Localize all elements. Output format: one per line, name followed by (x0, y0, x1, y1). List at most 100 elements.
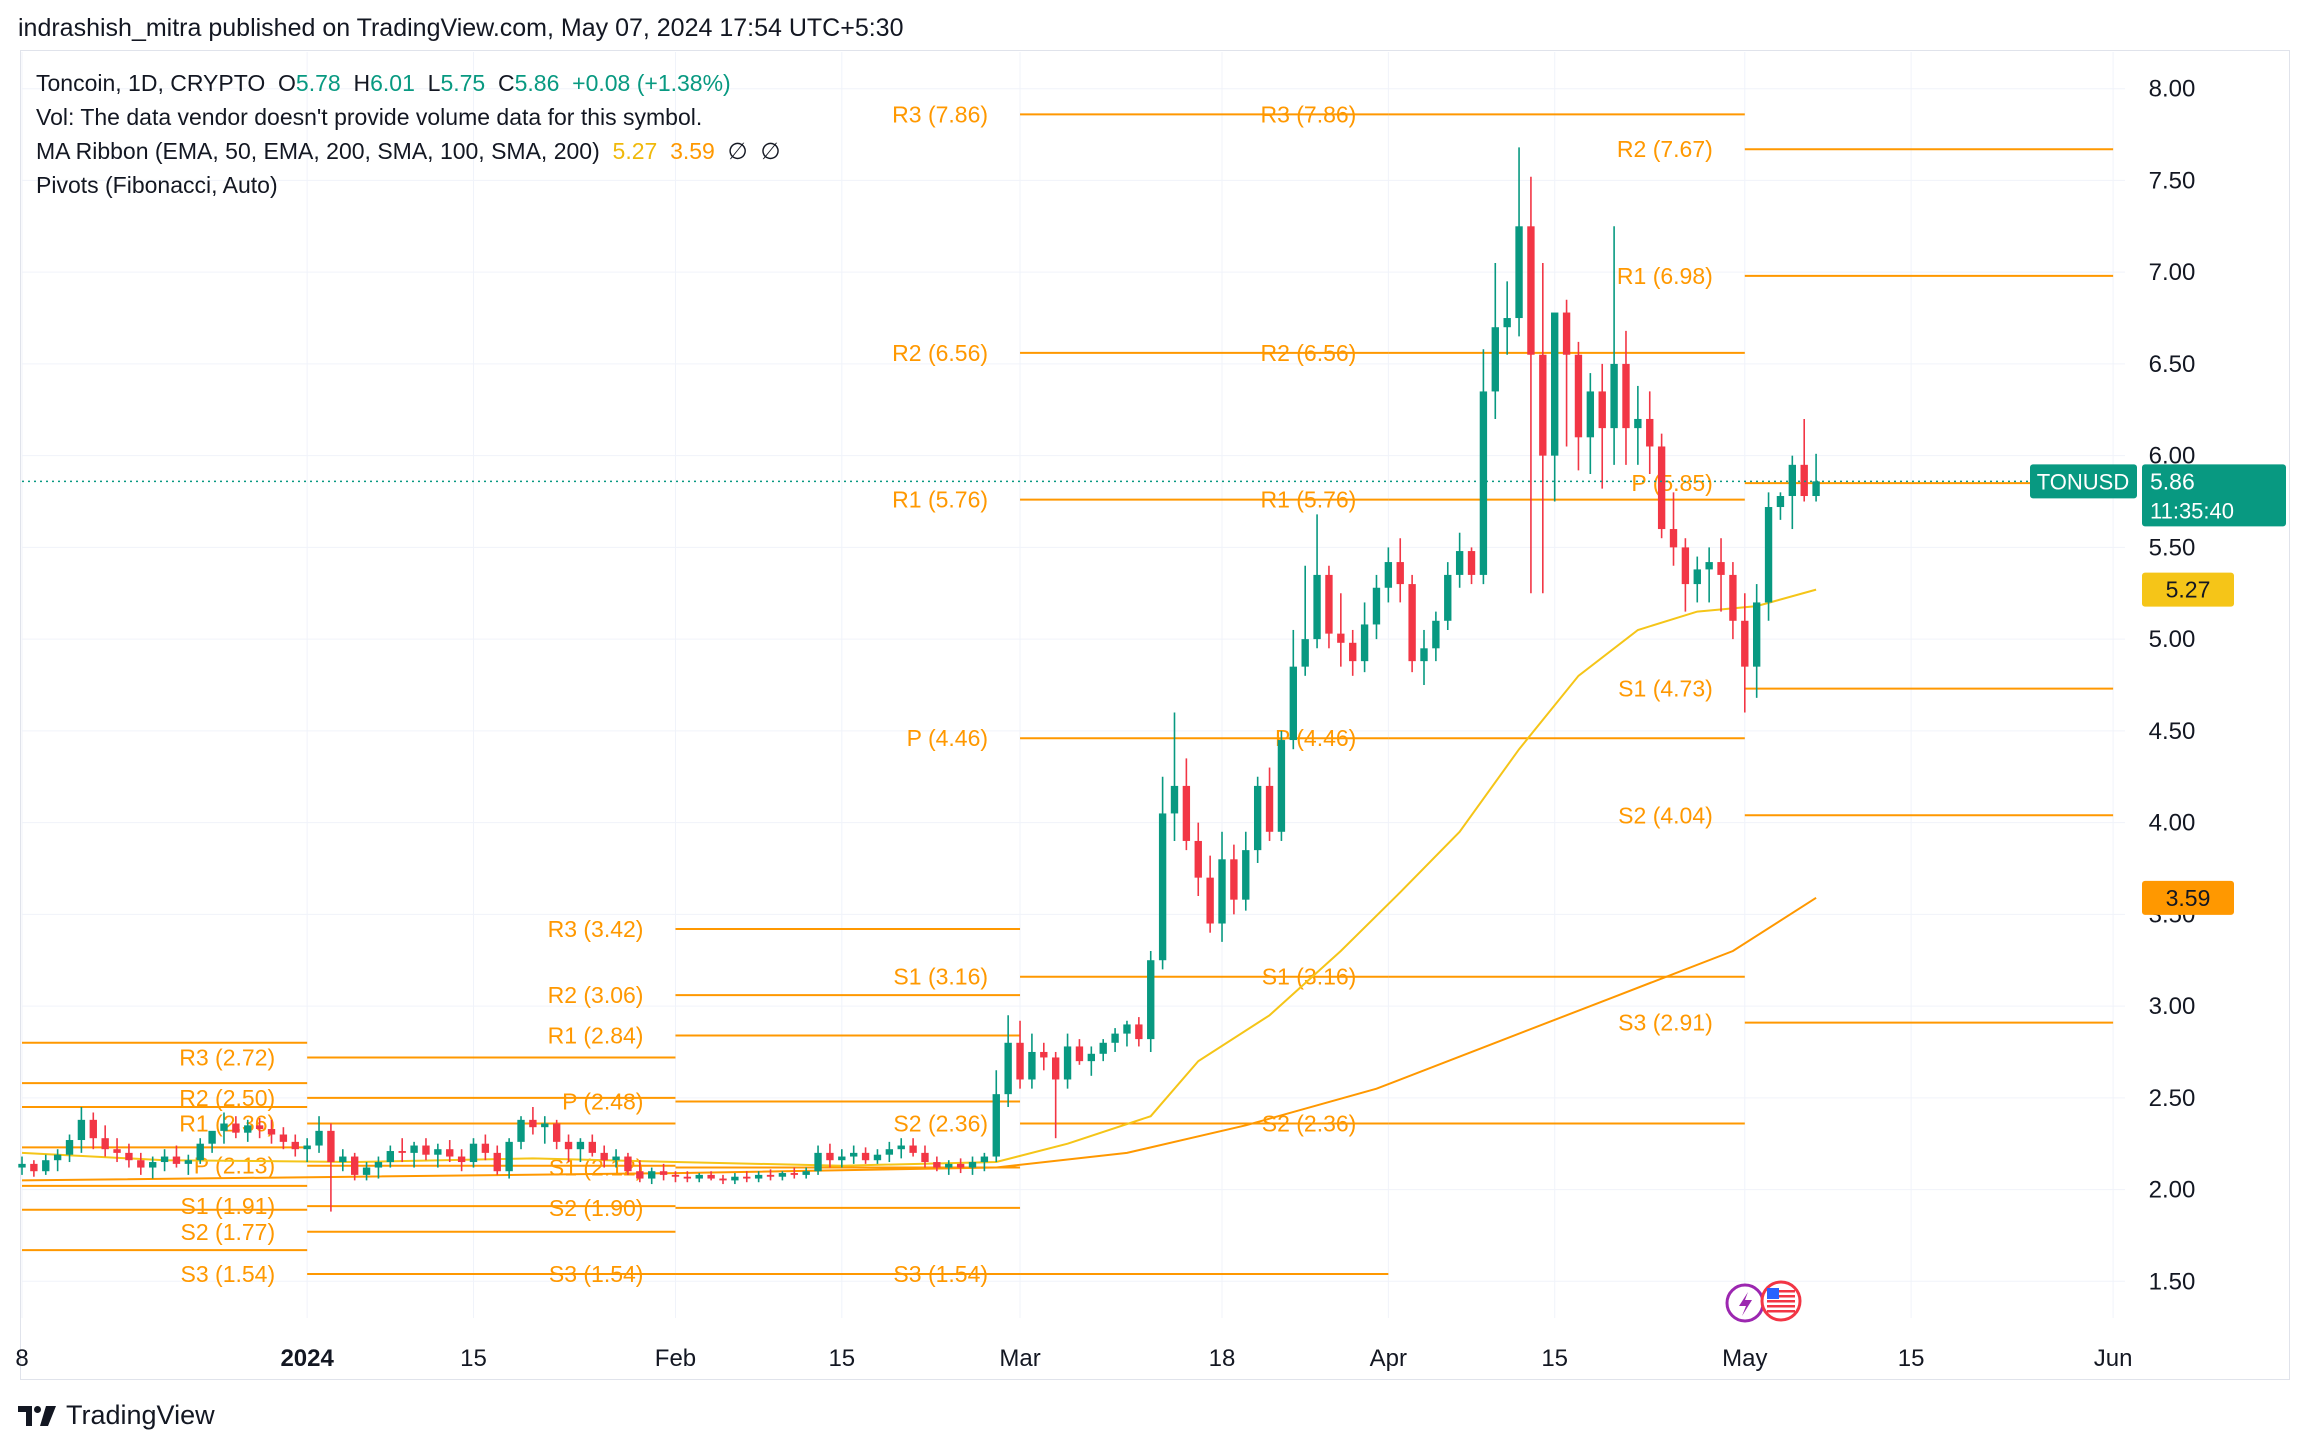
candle-body[interactable] (1206, 877, 1214, 924)
candle-body[interactable] (434, 1149, 442, 1155)
candle-body[interactable] (422, 1145, 430, 1155)
candle-body[interactable] (1242, 850, 1250, 900)
candle-body[interactable] (683, 1176, 692, 1179)
candle-body[interactable] (1372, 587, 1381, 625)
candle-body[interactable] (149, 1162, 157, 1168)
candle-body[interactable] (208, 1130, 216, 1144)
candle-body[interactable] (446, 1149, 454, 1157)
candle-body[interactable] (1729, 574, 1737, 621)
candle-body[interactable] (1230, 859, 1238, 900)
candle-body[interactable] (754, 1174, 763, 1179)
candle-body[interactable] (1812, 481, 1820, 497)
candle-body[interactable] (541, 1123, 549, 1128)
candle-body[interactable] (1218, 859, 1226, 924)
candle-body[interactable] (909, 1145, 917, 1153)
candle-body[interactable] (1432, 620, 1440, 649)
candle-body[interactable] (1657, 446, 1666, 530)
candle-body[interactable] (743, 1176, 751, 1179)
candle-body[interactable] (576, 1141, 585, 1150)
candle-body[interactable] (30, 1163, 38, 1172)
candle-body[interactable] (1669, 529, 1678, 548)
candle-body[interactable] (1622, 363, 1630, 429)
candle-body[interactable] (945, 1163, 953, 1168)
candle-body[interactable] (1503, 318, 1511, 328)
candle-body[interactable] (838, 1156, 846, 1161)
candle-body[interactable] (933, 1162, 941, 1168)
candle-body[interactable] (1337, 633, 1345, 643)
candle-body[interactable] (303, 1145, 311, 1150)
candle-body[interactable] (1598, 391, 1606, 429)
legend-pivots-row[interactable]: Pivots (Fibonacci, Auto) (36, 168, 278, 202)
candle-body[interactable] (1479, 391, 1488, 575)
candle-body[interactable] (517, 1119, 525, 1142)
candle-body[interactable] (1741, 620, 1749, 667)
candle-body[interactable] (1349, 642, 1357, 662)
candle-body[interactable] (1135, 1024, 1143, 1040)
candle-body[interactable] (1265, 785, 1274, 832)
candle-body[interactable] (564, 1141, 573, 1150)
candle-body[interactable] (1099, 1042, 1107, 1054)
candle-body[interactable] (1467, 551, 1476, 575)
candle-body[interactable] (790, 1173, 798, 1175)
candle-body[interactable] (493, 1152, 501, 1172)
candle-body[interactable] (1040, 1051, 1048, 1058)
candle-body[interactable] (398, 1151, 406, 1153)
candle-body[interactable] (1004, 1042, 1012, 1095)
candle-body[interactable] (481, 1143, 490, 1153)
candle-body[interactable] (1788, 464, 1797, 497)
candle-body[interactable] (1420, 648, 1428, 662)
candle-body[interactable] (220, 1123, 228, 1131)
candle-body[interactable] (1515, 226, 1523, 319)
candle-body[interactable] (1253, 785, 1262, 851)
candle-body[interactable] (1170, 785, 1179, 814)
candle-body[interactable] (1182, 785, 1191, 841)
candle-body[interactable] (1408, 584, 1416, 662)
candle-body[interactable] (588, 1141, 596, 1153)
candle-body[interactable] (624, 1156, 632, 1172)
candle-body[interactable] (600, 1152, 608, 1161)
candle-body[interactable] (1277, 740, 1286, 832)
legend-volume-row[interactable]: Vol: The data vendor doesn't provide vol… (36, 100, 702, 134)
candle-body[interactable] (671, 1174, 680, 1177)
candle-body[interactable] (125, 1152, 133, 1161)
candle-body[interactable] (244, 1125, 252, 1133)
candle-body[interactable] (1610, 363, 1618, 429)
candle-body[interactable] (1313, 574, 1321, 640)
candle-body[interactable] (659, 1171, 668, 1175)
candle-body[interactable] (1455, 551, 1464, 575)
candle-body[interactable] (814, 1152, 822, 1172)
candle-body[interactable] (1325, 574, 1333, 634)
candle-body[interactable] (267, 1129, 276, 1135)
candle-body[interactable] (457, 1156, 466, 1163)
candle-body[interactable] (766, 1174, 775, 1177)
candle-body[interactable] (1289, 666, 1297, 741)
candle-body[interactable] (77, 1119, 86, 1141)
candle-body[interactable] (410, 1145, 418, 1153)
candle-body[interactable] (315, 1130, 323, 1146)
candle-body[interactable] (101, 1138, 109, 1150)
candle-body[interactable] (1028, 1051, 1036, 1080)
candle-body[interactable] (1752, 602, 1761, 667)
candle-body[interactable] (1764, 507, 1773, 603)
candle-body[interactable] (184, 1160, 193, 1164)
candle-body[interactable] (1717, 562, 1725, 575)
candle-body[interactable] (42, 1160, 50, 1172)
candle-body[interactable] (362, 1167, 371, 1175)
candle-body[interactable] (956, 1163, 965, 1168)
candle-body[interactable] (65, 1140, 74, 1155)
candle-body[interactable] (374, 1162, 383, 1168)
candle-body[interactable] (1147, 960, 1155, 1040)
candle-body[interactable] (850, 1152, 858, 1157)
candle-body[interactable] (921, 1152, 929, 1163)
candle-body[interactable] (1681, 547, 1690, 585)
last-price-badge[interactable] (2142, 464, 2286, 527)
candle-body[interactable] (1111, 1033, 1119, 1043)
candle-body[interactable] (160, 1156, 169, 1163)
candle-body[interactable] (612, 1156, 620, 1161)
candle-body[interactable] (1075, 1046, 1084, 1062)
candle-body[interactable] (53, 1154, 62, 1161)
candle-body[interactable] (861, 1152, 870, 1161)
symbol-tag[interactable] (2030, 464, 2137, 499)
tradingview-footer[interactable]: TradingView (18, 1400, 215, 1431)
